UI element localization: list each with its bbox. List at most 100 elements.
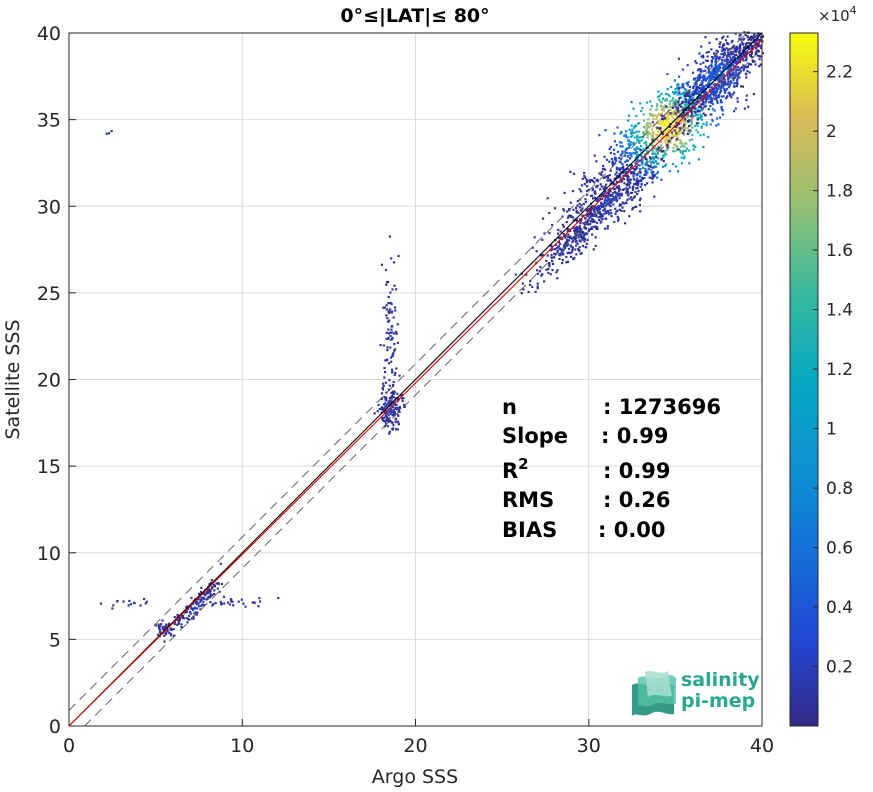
density-cell: [736, 69, 739, 72]
density-cell: [667, 132, 671, 135]
density-cell: [178, 618, 181, 621]
density-cell: [711, 108, 714, 111]
density-cell: [394, 348, 397, 351]
density-cell: [173, 634, 176, 637]
density-cell: [550, 256, 553, 259]
density-cell: [639, 149, 642, 152]
density-cell: [663, 151, 666, 154]
density-cell: [614, 212, 617, 216]
density-cell: [213, 589, 216, 592]
density-cell: [677, 110, 680, 113]
density-cell: [139, 604, 142, 607]
density-cell: [621, 152, 624, 155]
density-cell: [584, 220, 587, 223]
density-cell: [185, 610, 188, 614]
density-cell: [715, 38, 718, 41]
density-cell: [386, 402, 390, 405]
density-cell: [639, 148, 642, 151]
density-cell: [686, 116, 690, 119]
density-cell: [680, 120, 683, 123]
density-cell: [586, 238, 589, 242]
density-cell: [618, 141, 622, 144]
density-cell: [180, 626, 183, 629]
density-cell: [565, 241, 569, 244]
density-cell: [653, 157, 656, 160]
density-cell: [618, 192, 621, 195]
density-cell: [725, 63, 728, 66]
density-cell: [585, 185, 588, 188]
density-cell: [755, 49, 758, 52]
density-cell: [559, 230, 562, 233]
density-cell: [737, 73, 740, 76]
density-cell: [578, 231, 581, 234]
density-cell: [655, 133, 658, 136]
density-cell: [665, 129, 668, 132]
density-cell: [392, 352, 395, 355]
density-cell: [677, 132, 680, 135]
density-cell: [719, 41, 722, 44]
density-cell: [183, 611, 186, 614]
density-cell: [599, 216, 602, 219]
density-cell: [710, 101, 713, 105]
density-cell: [629, 191, 632, 194]
density-cell: [693, 110, 696, 114]
density-cell: [383, 396, 386, 399]
density-cell: [656, 176, 659, 179]
density-cell: [384, 381, 388, 384]
density-cell: [714, 57, 717, 60]
density-cell: [385, 331, 388, 334]
density-cell: [734, 75, 737, 78]
density-cell: [731, 39, 734, 42]
density-cell: [220, 582, 224, 586]
density-cell: [540, 274, 543, 277]
density-cell: [715, 117, 719, 120]
density-cell: [569, 170, 572, 173]
density-cell: [181, 615, 184, 618]
density-cell: [635, 183, 638, 186]
density-cell: [618, 188, 621, 191]
density-cell: [728, 82, 731, 85]
density-cell: [679, 103, 683, 106]
density-cell: [687, 129, 690, 133]
density-cell: [707, 66, 710, 70]
density-cell: [712, 52, 716, 55]
density-cell: [697, 90, 701, 93]
density-cell: [716, 69, 719, 72]
density-cell: [602, 194, 605, 197]
density-cell: [638, 142, 641, 145]
x-tick-label: 0: [63, 735, 75, 757]
density-cell: [629, 196, 633, 199]
density-cell: [738, 71, 741, 74]
density-cell: [717, 76, 720, 79]
density-cell: [758, 58, 761, 61]
density-cell: [154, 624, 157, 627]
density-cell: [685, 147, 688, 150]
density-cell: [583, 233, 586, 236]
density-cell: [557, 237, 561, 240]
density-cell: [640, 155, 643, 158]
density-cell: [242, 602, 245, 605]
density-cell: [666, 88, 669, 91]
density-cell: [215, 582, 218, 585]
density-cell: [678, 115, 681, 118]
colorbar-tick-label: 1.8: [826, 182, 853, 202]
density-cell: [691, 138, 694, 141]
density-cell: [645, 162, 648, 165]
density-cell: [726, 74, 729, 77]
density-cell: [715, 52, 718, 55]
density-cell: [399, 407, 402, 410]
density-cell: [697, 100, 700, 103]
density-cell: [382, 403, 385, 406]
density-cell: [632, 152, 635, 155]
density-cell: [207, 590, 210, 593]
density-cell: [628, 145, 631, 148]
density-cell: [660, 130, 663, 133]
density-cell: [717, 66, 720, 69]
density-cell: [556, 250, 559, 253]
density-cell: [681, 83, 684, 86]
density-cell: [700, 103, 703, 106]
density-cell: [703, 92, 706, 95]
density-cell: [662, 137, 665, 140]
density-cell: [386, 412, 389, 415]
density-cell: [633, 152, 636, 155]
